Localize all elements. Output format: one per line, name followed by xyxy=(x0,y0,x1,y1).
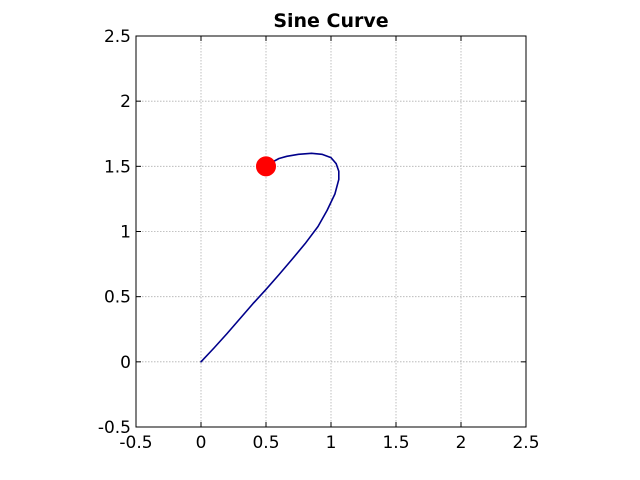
x-tick-label: 0 xyxy=(196,433,207,453)
chart-title: Sine Curve xyxy=(273,10,388,32)
x-tick-label: 1 xyxy=(326,433,337,453)
y-axis-tick-labels: -0.5 0 0.5 1 1.5 2 2.5 xyxy=(98,27,131,438)
current-point-marker xyxy=(256,156,276,177)
y-tick-label: -0.5 xyxy=(98,418,131,438)
series-layer xyxy=(200,152,340,363)
marker-layer xyxy=(256,156,276,177)
x-tick-label: -0.5 xyxy=(119,433,152,453)
axis-ticks xyxy=(135,35,527,428)
x-tick-label: 2.5 xyxy=(512,433,539,453)
x-tick-label: 1.5 xyxy=(382,433,409,453)
y-tick-label: 0 xyxy=(120,353,131,373)
y-tick-label: 1.5 xyxy=(104,157,131,177)
y-tick-label: 1 xyxy=(120,223,131,243)
y-tick-label: 0.5 xyxy=(104,288,131,308)
x-tick-label: 0.5 xyxy=(252,433,279,453)
x-tick-label: 2 xyxy=(456,433,467,453)
sine-curve-line xyxy=(200,152,340,363)
x-axis-tick-labels: -0.5 0 0.5 1 1.5 2 2.5 xyxy=(119,433,539,453)
y-tick-label: 2.5 xyxy=(104,27,131,47)
grid xyxy=(136,36,526,427)
y-tick-label: 2 xyxy=(120,92,131,112)
